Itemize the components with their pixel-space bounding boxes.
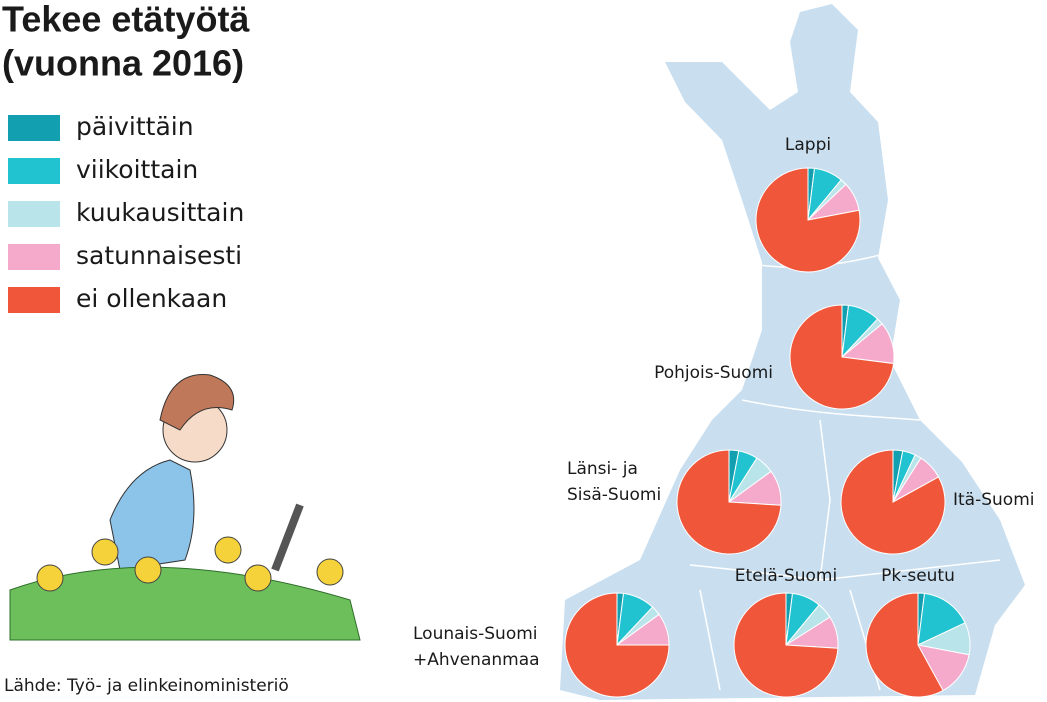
region-label: Itä-Suomi xyxy=(953,490,1034,510)
pie-slice xyxy=(840,449,946,555)
legend-label: kuukausittain xyxy=(76,198,244,227)
region-label: +Ahvenanmaa xyxy=(413,650,540,670)
region-label: Pk-seutu xyxy=(881,566,955,586)
legend-swatch xyxy=(8,287,60,313)
region-label: Länsi- ja xyxy=(567,459,638,479)
illustration xyxy=(9,374,361,641)
region-label: Lappi xyxy=(785,135,831,155)
pie-slice xyxy=(564,592,670,698)
pie-slice xyxy=(865,592,944,698)
pie-slice xyxy=(733,592,839,698)
legend-swatch xyxy=(8,244,60,270)
legend-label: viikoittain xyxy=(76,155,198,184)
title: Tekee etätyötä xyxy=(2,0,250,40)
legend-label: ei ollenkaan xyxy=(76,284,227,313)
pie-slice xyxy=(789,304,895,410)
legend-label: satunnaisesti xyxy=(76,241,242,270)
pie-slice xyxy=(676,449,782,555)
legend-swatch xyxy=(8,158,60,184)
region-label: Lounais-Suomi xyxy=(413,624,538,644)
pie-slice xyxy=(755,167,861,273)
source: Lähde: Työ- ja elinkeinoministeriö xyxy=(4,676,289,696)
region-label: Pohjois-Suomi xyxy=(654,363,773,383)
legend-label: päivittäin xyxy=(76,112,194,141)
legend-swatch xyxy=(8,115,60,141)
region-label: Etelä-Suomi xyxy=(735,566,837,586)
title: (vuonna 2016) xyxy=(2,43,244,84)
pie-slice xyxy=(917,592,966,646)
map-borders xyxy=(689,254,1001,691)
legend-swatch xyxy=(8,201,60,227)
region-label: Sisä-Suomi xyxy=(567,485,661,505)
